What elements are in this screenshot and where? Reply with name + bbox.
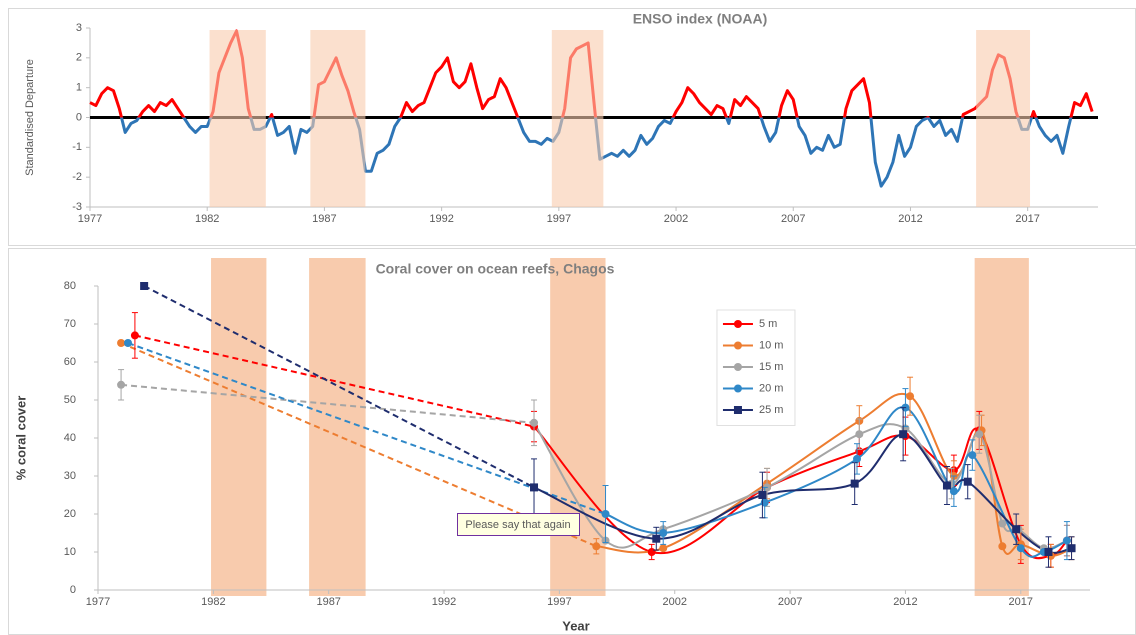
y-tick-label: 30 <box>64 470 76 482</box>
x-tick-label: 1977 <box>86 596 110 608</box>
x-tick-label: 2017 <box>1009 596 1033 608</box>
y-tick-label: 0 <box>70 584 76 596</box>
x-tick-label: 1997 <box>547 596 571 608</box>
shaded-period <box>310 30 366 207</box>
x-tick-label: 2012 <box>898 213 922 225</box>
y-tick-label: -2 <box>72 171 82 183</box>
x-tick-label: 2007 <box>781 213 805 225</box>
data-point <box>117 380 126 389</box>
y-tick-label: -3 <box>72 201 82 213</box>
x-tick-label: 1982 <box>201 596 225 608</box>
y-tick-label: 50 <box>64 394 76 406</box>
tooltip-text: Please say that again <box>465 519 570 531</box>
y-tick-label: 60 <box>64 356 76 368</box>
chart-title: ENSO index (NOAA) <box>633 11 768 27</box>
data-point <box>975 430 984 439</box>
legend-marker <box>733 320 742 328</box>
data-point <box>855 430 864 439</box>
dashed-connector <box>120 383 535 424</box>
data-point <box>659 529 668 537</box>
data-point <box>998 542 1007 551</box>
data-point <box>1016 544 1025 553</box>
legend-label: 5 m <box>759 318 777 330</box>
data-point <box>1012 525 1021 534</box>
data-point <box>530 418 539 427</box>
legend-label: 10 m <box>759 339 783 351</box>
x-tick-label: 1992 <box>432 596 456 608</box>
data-point <box>601 510 610 518</box>
chart-title: Coral cover on ocean reefs, Chagos <box>376 261 615 277</box>
y-tick-label: 40 <box>64 432 76 444</box>
y-tick-label: 20 <box>64 508 76 520</box>
y-axis-label: Standardised Departure <box>24 59 36 176</box>
legend-label: 20 m <box>759 382 783 394</box>
shaded-period <box>551 30 604 207</box>
data-point <box>1044 548 1053 556</box>
dashed-connector <box>143 285 535 489</box>
x-tick-label: 1977 <box>78 213 102 225</box>
x-tick-label: 2012 <box>893 596 917 608</box>
shaded-period <box>974 258 1029 596</box>
y-tick-label: 70 <box>64 318 76 330</box>
data-point <box>647 548 656 556</box>
shaded-period <box>209 30 266 207</box>
dashed-connector <box>134 334 535 428</box>
data-point <box>140 282 149 290</box>
data-point <box>949 487 958 496</box>
legend-label: 15 m <box>759 361 783 373</box>
data-point <box>652 534 661 543</box>
x-tick-label: 2017 <box>1015 213 1039 225</box>
data-point <box>942 481 951 490</box>
data-point <box>852 454 861 463</box>
data-point <box>530 483 539 492</box>
y-axis-label: % coral cover <box>13 396 28 481</box>
x-tick-label: 1997 <box>547 213 571 225</box>
data-point <box>123 339 132 347</box>
legend-marker <box>733 406 742 414</box>
y-tick-label: 80 <box>64 280 76 292</box>
x-tick-label: 1992 <box>429 213 453 225</box>
legend-marker <box>733 341 742 350</box>
dashed-connector <box>127 342 606 515</box>
data-point <box>968 451 977 460</box>
legend-marker <box>733 384 742 393</box>
data-point <box>1062 536 1071 545</box>
data-point <box>659 544 668 553</box>
tooltip-box <box>457 513 580 536</box>
y-tick-label: 10 <box>64 546 76 558</box>
shaded-period <box>211 258 267 596</box>
data-point <box>906 392 915 401</box>
data-point <box>998 519 1007 528</box>
data-point <box>130 331 139 340</box>
y-tick-label: 2 <box>76 52 82 64</box>
data-point <box>963 477 972 486</box>
dashed-connector <box>120 342 597 548</box>
data-point <box>899 430 908 439</box>
shaded-period <box>976 30 1031 207</box>
legend-label: 25 m <box>759 404 783 416</box>
data-point <box>592 542 601 551</box>
x-tick-label: 1987 <box>316 596 340 608</box>
y-tick-label: 1 <box>76 82 82 94</box>
y-tick-label: 3 <box>76 22 82 34</box>
data-point <box>1067 544 1076 553</box>
y-tick-label: 0 <box>76 111 82 123</box>
data-point <box>758 491 767 499</box>
x-axis-label: Year <box>562 618 589 633</box>
y-tick-label: -1 <box>72 141 82 153</box>
x-tick-label: 2007 <box>778 596 802 608</box>
x-tick-label: 2002 <box>664 213 688 225</box>
data-point <box>117 339 126 347</box>
data-point <box>850 479 859 488</box>
x-tick-label: 1982 <box>195 213 219 225</box>
series-line <box>605 406 1068 558</box>
x-tick-label: 1987 <box>312 213 336 225</box>
x-tick-label: 2002 <box>663 596 687 608</box>
legend-marker <box>733 363 742 371</box>
